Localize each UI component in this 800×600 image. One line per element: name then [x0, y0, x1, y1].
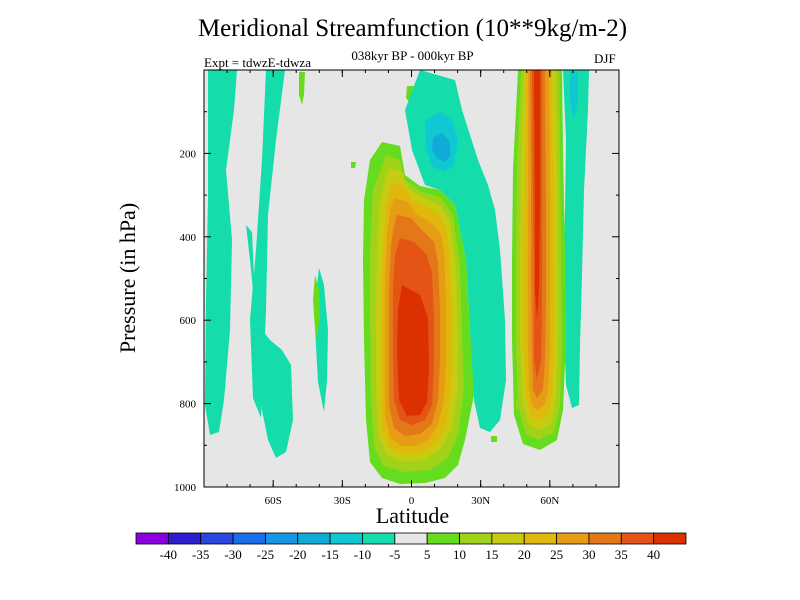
- y-tick-label: 200: [180, 148, 197, 160]
- y-tick-label: 600: [180, 315, 197, 327]
- colorbar-swatch: [265, 532, 299, 545]
- colorbar-swatch: [620, 532, 655, 545]
- pos-streak-south-2: [313, 275, 320, 340]
- colorbar-label: 35: [615, 547, 628, 562]
- chart-title: Meridional Streamfunction (10**9kg/m-2): [197, 15, 628, 42]
- tropical-cell-level-40: [397, 285, 429, 416]
- neg-band-north-core: [432, 133, 451, 162]
- small-pos-blob-2: [516, 398, 521, 410]
- contour-fill-layer: [205, 70, 589, 484]
- y-tick-label: 400: [180, 232, 197, 244]
- colorbar-swatch: [588, 532, 622, 545]
- colorbar-label: -20: [289, 547, 306, 562]
- colorbar: -40 -35 -30 -25 -20 -15 -10 -5 5 10 15 20 25 30 35 40: [135, 532, 687, 562]
- colorbar-label: 5: [424, 547, 431, 562]
- x-tick-label: 60S: [265, 495, 282, 507]
- colorbar-swatch: [556, 532, 590, 545]
- colorbar-label: -40: [160, 547, 177, 562]
- colorbar-swatch: [135, 532, 169, 545]
- experiment-label: Expt = tdwzE-tdwza: [204, 55, 311, 70]
- colorbar-label: 20: [518, 547, 531, 562]
- colorbar-swatch: [653, 532, 687, 545]
- neg-band-north-right-inner: [570, 72, 578, 120]
- x-tick-label: 0: [409, 495, 415, 507]
- x-tick-label: 60N: [540, 495, 559, 507]
- colorbar-swatch: [491, 532, 525, 545]
- colorbar-label: 40: [647, 547, 660, 562]
- axes-layer: 60S 30S 0 30N 60N 200 400 600 800 1000: [174, 70, 619, 507]
- x-axis-label: Latitude: [375, 503, 450, 528]
- colorbar-swatch: [200, 532, 234, 545]
- x-tick-label: 30N: [471, 495, 490, 507]
- colorbar-label: -15: [321, 547, 338, 562]
- colorbar-swatch: [394, 532, 428, 545]
- colorbar-swatch: [329, 532, 363, 545]
- x-tick-label: 30S: [334, 495, 351, 507]
- colorbar-label: 30: [582, 547, 595, 562]
- colorbar-swatch: [426, 532, 460, 545]
- colorbar-label: -30: [224, 547, 241, 562]
- colorbar-swatch: [297, 532, 331, 545]
- colorbar-label: 10: [453, 547, 466, 562]
- north-band-level-40: [534, 70, 540, 320]
- season-label: DJF: [594, 51, 616, 66]
- pos-streak-south-4: [351, 162, 356, 168]
- chart-subtitle: 038kyr BP - 000kyr BP: [351, 48, 474, 63]
- colorbar-label: -10: [354, 547, 371, 562]
- colorbar-label: 15: [485, 547, 498, 562]
- neg-band-south-3: [246, 225, 293, 458]
- neg-band-south-1: [205, 70, 237, 435]
- colorbar-label: 25: [550, 547, 563, 562]
- neg-band-north-right: [563, 70, 589, 408]
- colorbar-label: -25: [257, 547, 274, 562]
- colorbar-swatch: [459, 532, 493, 545]
- colorbar-label: -5: [389, 547, 400, 562]
- small-pos-blob-1: [491, 436, 497, 442]
- pos-streak-south-1: [299, 72, 305, 105]
- y-tick-label: 1000: [174, 482, 197, 494]
- colorbar-swatch: [362, 532, 396, 545]
- colorbar-swatch: [232, 532, 266, 545]
- colorbar-label: -35: [192, 547, 209, 562]
- colorbar-swatch: [167, 532, 202, 545]
- y-tick-label: 800: [180, 399, 197, 411]
- colorbar-swatch: [523, 532, 557, 545]
